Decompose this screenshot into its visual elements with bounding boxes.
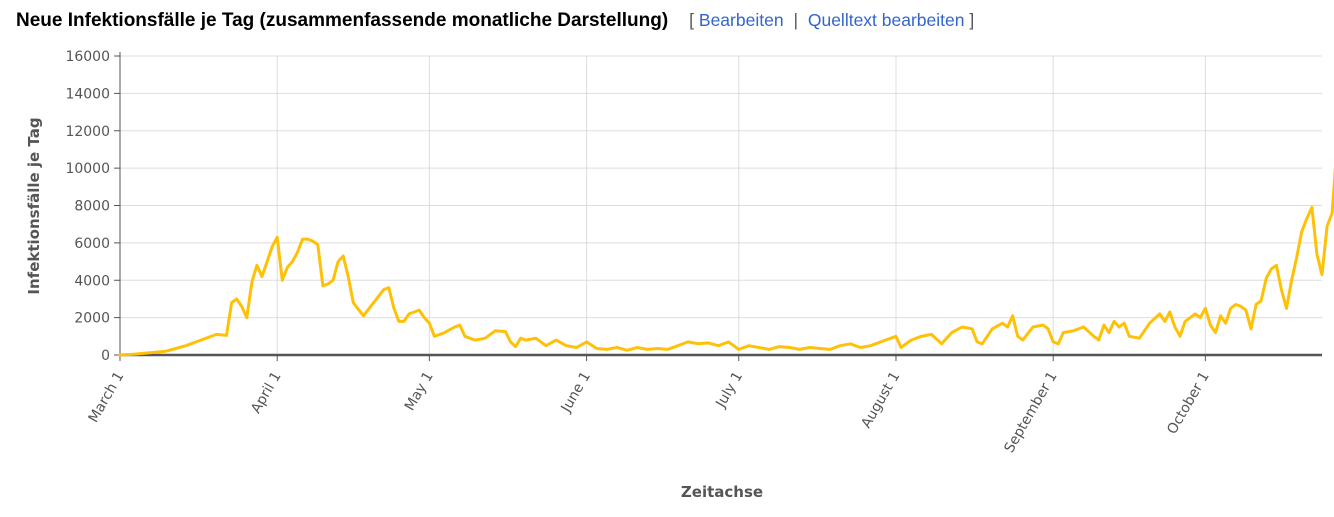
y-tick-label: 4000	[74, 273, 110, 289]
y-tick-label: 10000	[65, 161, 110, 177]
series-line	[118, 166, 1334, 357]
edit-section-links: [ Bearbeiten | Quelltext bearbeiten ]	[689, 10, 974, 31]
y-tick-label: 8000	[74, 199, 110, 215]
x-tick-label: May 1	[402, 369, 437, 414]
axis-labels: Infektionsfälle je Tag Zeitachse 0 2000 40…	[25, 49, 1213, 501]
source-edit-link[interactable]: Quelltext bearbeiten	[807, 10, 965, 30]
y-tick-label: 2000	[74, 311, 110, 327]
x-tick-label: March 1	[86, 369, 128, 426]
axes	[114, 52, 1322, 361]
series-layer	[118, 166, 1334, 357]
section-title: Neue Infektionsfälle je Tag (zusammenfas…	[16, 10, 669, 31]
y-axis-title: Infektionsfälle je Tag	[25, 117, 43, 294]
y-tick-label: 6000	[74, 236, 110, 252]
y-tick-label: 16000	[65, 49, 110, 65]
edit-link[interactable]: Bearbeiten	[698, 10, 784, 30]
y-tick-label: 14000	[65, 86, 110, 102]
x-tick-label: October 1	[1164, 369, 1213, 437]
x-tick-label: April 1	[248, 369, 285, 416]
grid-lines	[119, 55, 1322, 355]
y-tick-label: 0	[101, 348, 110, 364]
section-heading: Neue Infektionsfälle je Tag (zusammenfas…	[16, 10, 974, 32]
bracket-close: ]	[969, 10, 975, 30]
bracket-open: [	[689, 10, 695, 30]
x-tick-label: July 1	[713, 369, 747, 411]
link-divider: |	[793, 10, 798, 30]
x-tick-label: June 1	[558, 369, 594, 416]
x-tick-label: August 1	[858, 369, 903, 431]
y-tick-label: 12000	[65, 124, 110, 140]
x-axis-title: Zeitachse	[681, 483, 763, 501]
x-tick-label: September 1	[1001, 369, 1060, 456]
